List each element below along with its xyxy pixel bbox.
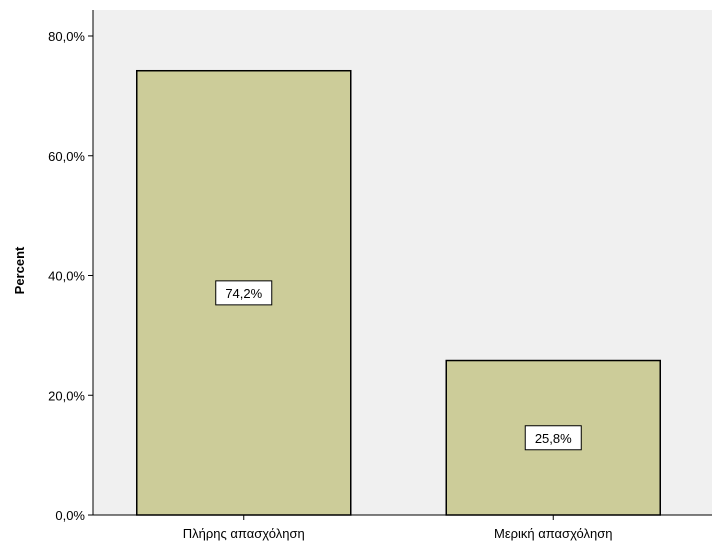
data-label-box	[215, 280, 273, 306]
y-tick-label: 0,0%	[55, 508, 85, 523]
y-tick-label: 20,0%	[48, 388, 85, 403]
data-label-box	[524, 425, 582, 451]
x-tick-label: Πλήρης απασχόληση	[183, 526, 305, 541]
data-label: 74,2%	[225, 286, 262, 301]
bars: 74,2% 25,8%	[136, 69, 661, 516]
y-tick-label: 40,0%	[48, 269, 85, 284]
x-tick-label: Μερική απασχόληση	[494, 526, 613, 541]
y-ticks: 0,0% 20,0% 40,0% 60,0% 80,0%	[48, 29, 93, 523]
y-tick-label: 60,0%	[48, 149, 85, 164]
x-tick-labels: Πλήρης απασχόληση Μερική απασχόληση	[183, 515, 613, 541]
data-label: 25,8%	[535, 431, 572, 446]
y-tick-label: 80,0%	[48, 29, 85, 44]
y-axis-title: Percent	[12, 246, 27, 294]
